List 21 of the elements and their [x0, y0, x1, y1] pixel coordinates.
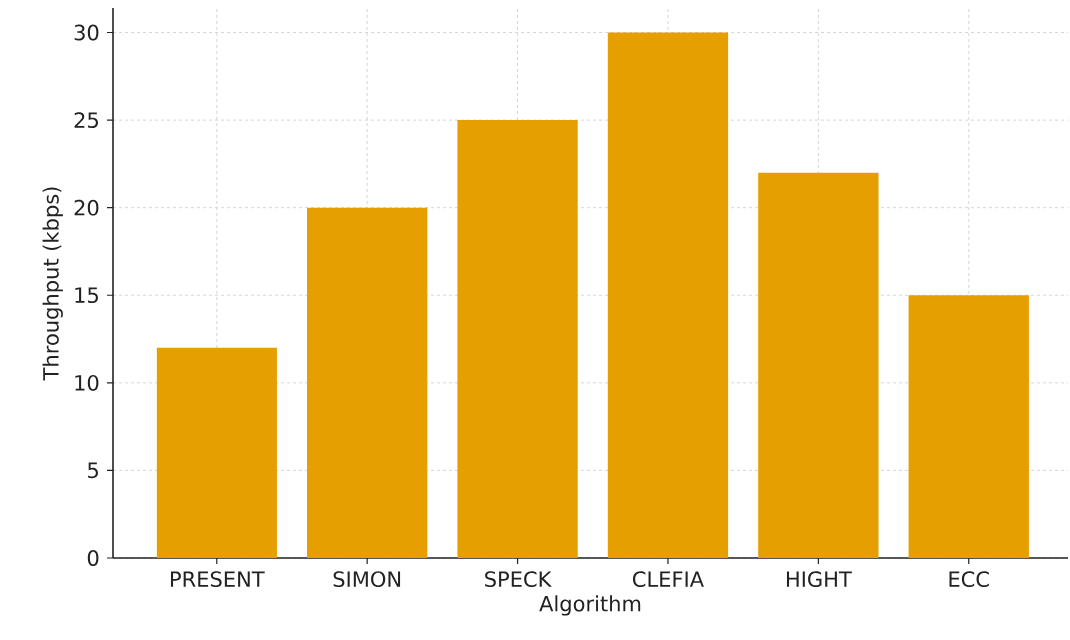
x-tick-label: ECC: [949, 571, 989, 588]
bar: [758, 172, 879, 558]
bar: [457, 120, 578, 558]
x-tick-label: SPECK: [485, 571, 552, 588]
y-tick-label: 10: [75, 374, 99, 391]
bar: [156, 347, 277, 558]
y-tick-label: 15: [75, 287, 98, 304]
y-tick-label: 30: [74, 24, 99, 41]
y-tick-label: 25: [74, 112, 98, 129]
y-tick-label: 0: [87, 550, 99, 566]
bar: [908, 295, 1029, 558]
x-tick-label: HIGHT: [786, 571, 852, 588]
x-tick-label: PRESENT: [171, 571, 265, 588]
x-tick-label: SIMON: [333, 571, 401, 588]
y-tick-label: 20: [74, 199, 99, 216]
y-tick-label: 5: [88, 462, 98, 479]
bar: [607, 32, 729, 558]
x-axis-title: Algorithm: [539, 595, 641, 616]
bar: [307, 207, 428, 558]
y-axis-title: Throughput (kbps): [42, 187, 63, 381]
x-tick-label: CLEFIA: [633, 571, 704, 588]
